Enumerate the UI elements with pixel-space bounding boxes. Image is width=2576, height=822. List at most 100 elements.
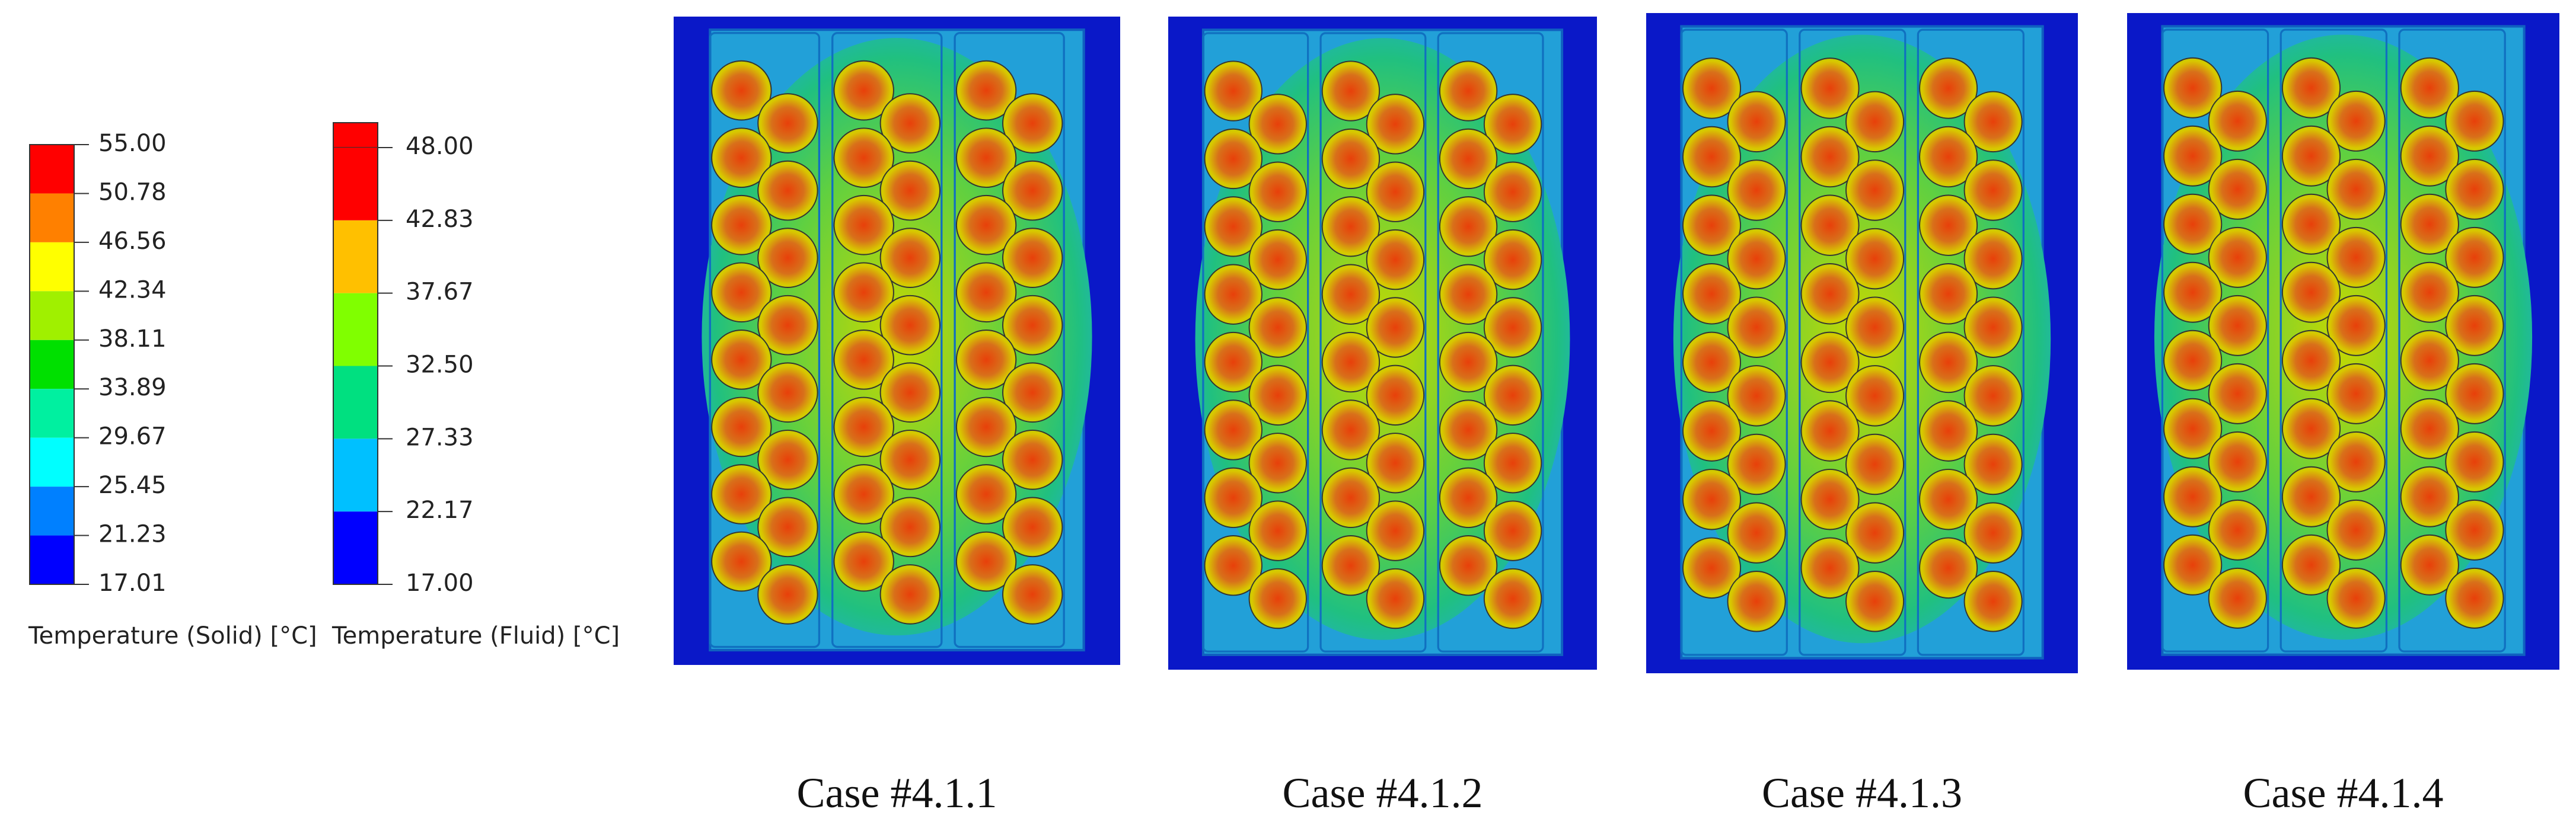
cell bbox=[2445, 226, 2504, 288]
cell bbox=[711, 330, 772, 390]
cell bbox=[2163, 466, 2223, 527]
colorbar-band bbox=[30, 340, 74, 389]
cell bbox=[879, 228, 941, 288]
cell bbox=[879, 497, 941, 558]
cell bbox=[833, 262, 894, 323]
cell bbox=[1002, 228, 1063, 288]
cell bbox=[1800, 537, 1860, 599]
cell bbox=[711, 60, 772, 121]
cell bbox=[1321, 467, 1381, 529]
cell bbox=[2326, 499, 2386, 561]
cell bbox=[1439, 467, 1498, 529]
cell bbox=[1248, 433, 1307, 494]
channel bbox=[1680, 28, 1788, 656]
cell bbox=[2445, 158, 2504, 220]
cell bbox=[2326, 431, 2386, 492]
cell bbox=[955, 60, 1017, 121]
cell bbox=[2208, 295, 2267, 356]
case-caption: Case #4.1.1 bbox=[797, 769, 997, 817]
cell bbox=[1682, 57, 1742, 119]
cell bbox=[1483, 229, 1542, 290]
cell bbox=[2326, 226, 2386, 288]
cell bbox=[2445, 431, 2504, 492]
cell bbox=[2208, 567, 2267, 629]
cell bbox=[2208, 499, 2267, 561]
cell bbox=[1919, 537, 1978, 599]
cell bbox=[2281, 57, 2341, 119]
colorbar-label: 22.17 bbox=[406, 497, 474, 524]
cell bbox=[2326, 567, 2386, 629]
cell bbox=[1800, 126, 1860, 188]
cell bbox=[1963, 159, 2023, 221]
cell bbox=[1321, 128, 1381, 190]
colorbar-label: 50.78 bbox=[98, 178, 167, 206]
cell bbox=[1800, 331, 1860, 394]
cell bbox=[1845, 228, 1905, 290]
case-caption: Case #4.1.3 bbox=[1762, 769, 1962, 817]
cell bbox=[1439, 535, 1498, 596]
cell bbox=[2208, 226, 2267, 288]
cell bbox=[1919, 400, 1978, 462]
cell bbox=[2445, 90, 2504, 152]
cell bbox=[2208, 90, 2267, 152]
cell bbox=[1204, 331, 1263, 393]
cell bbox=[1963, 570, 2023, 632]
cell bbox=[2445, 295, 2504, 356]
cell bbox=[2281, 125, 2341, 187]
colorbar-band bbox=[30, 389, 74, 438]
colorbar-band bbox=[30, 535, 74, 584]
cell bbox=[2208, 363, 2267, 424]
cell bbox=[1204, 264, 1263, 325]
cell bbox=[955, 531, 1017, 592]
cell bbox=[1248, 161, 1307, 222]
colorbar-label: 17.00 bbox=[406, 570, 474, 597]
cell bbox=[1963, 502, 2023, 564]
cell bbox=[879, 93, 941, 153]
cell bbox=[2163, 193, 2223, 255]
cell bbox=[1963, 296, 2023, 358]
cell bbox=[1963, 228, 2023, 290]
channel bbox=[831, 32, 943, 648]
cell bbox=[1002, 564, 1063, 625]
channel bbox=[2279, 28, 2388, 653]
cell bbox=[2208, 158, 2267, 220]
cell bbox=[955, 127, 1017, 188]
cell bbox=[2400, 398, 2459, 459]
cell bbox=[1483, 297, 1542, 358]
cell bbox=[1682, 263, 1742, 325]
cell bbox=[1439, 399, 1498, 460]
cell bbox=[711, 396, 772, 458]
cell bbox=[1800, 194, 1860, 256]
colorbar-band bbox=[30, 487, 74, 536]
case-image bbox=[1646, 13, 2078, 673]
cell bbox=[757, 497, 818, 558]
cell bbox=[2208, 431, 2267, 492]
cell bbox=[1727, 228, 1786, 290]
cell bbox=[1366, 364, 1425, 426]
cell bbox=[1963, 365, 2023, 427]
cell bbox=[955, 194, 1017, 255]
cell bbox=[1727, 365, 1786, 427]
cell bbox=[2281, 398, 2341, 459]
case-caption: Case #4.1.4 bbox=[2243, 769, 2444, 817]
colorbar-band bbox=[30, 291, 74, 340]
colorbar-cap bbox=[333, 122, 378, 148]
cell bbox=[1682, 126, 1742, 188]
cell bbox=[1366, 94, 1425, 155]
cell bbox=[2326, 90, 2386, 152]
channel bbox=[1202, 32, 1309, 653]
cell bbox=[2163, 57, 2223, 119]
cell bbox=[2400, 261, 2459, 323]
cell bbox=[1682, 194, 1742, 256]
cell bbox=[879, 295, 941, 356]
cell bbox=[879, 564, 941, 625]
cell bbox=[1439, 196, 1498, 257]
cell bbox=[1919, 263, 1978, 325]
cell bbox=[1248, 364, 1307, 426]
cell bbox=[1919, 126, 1978, 188]
case-image bbox=[674, 17, 1120, 665]
cell bbox=[833, 464, 894, 524]
cell bbox=[833, 194, 894, 255]
